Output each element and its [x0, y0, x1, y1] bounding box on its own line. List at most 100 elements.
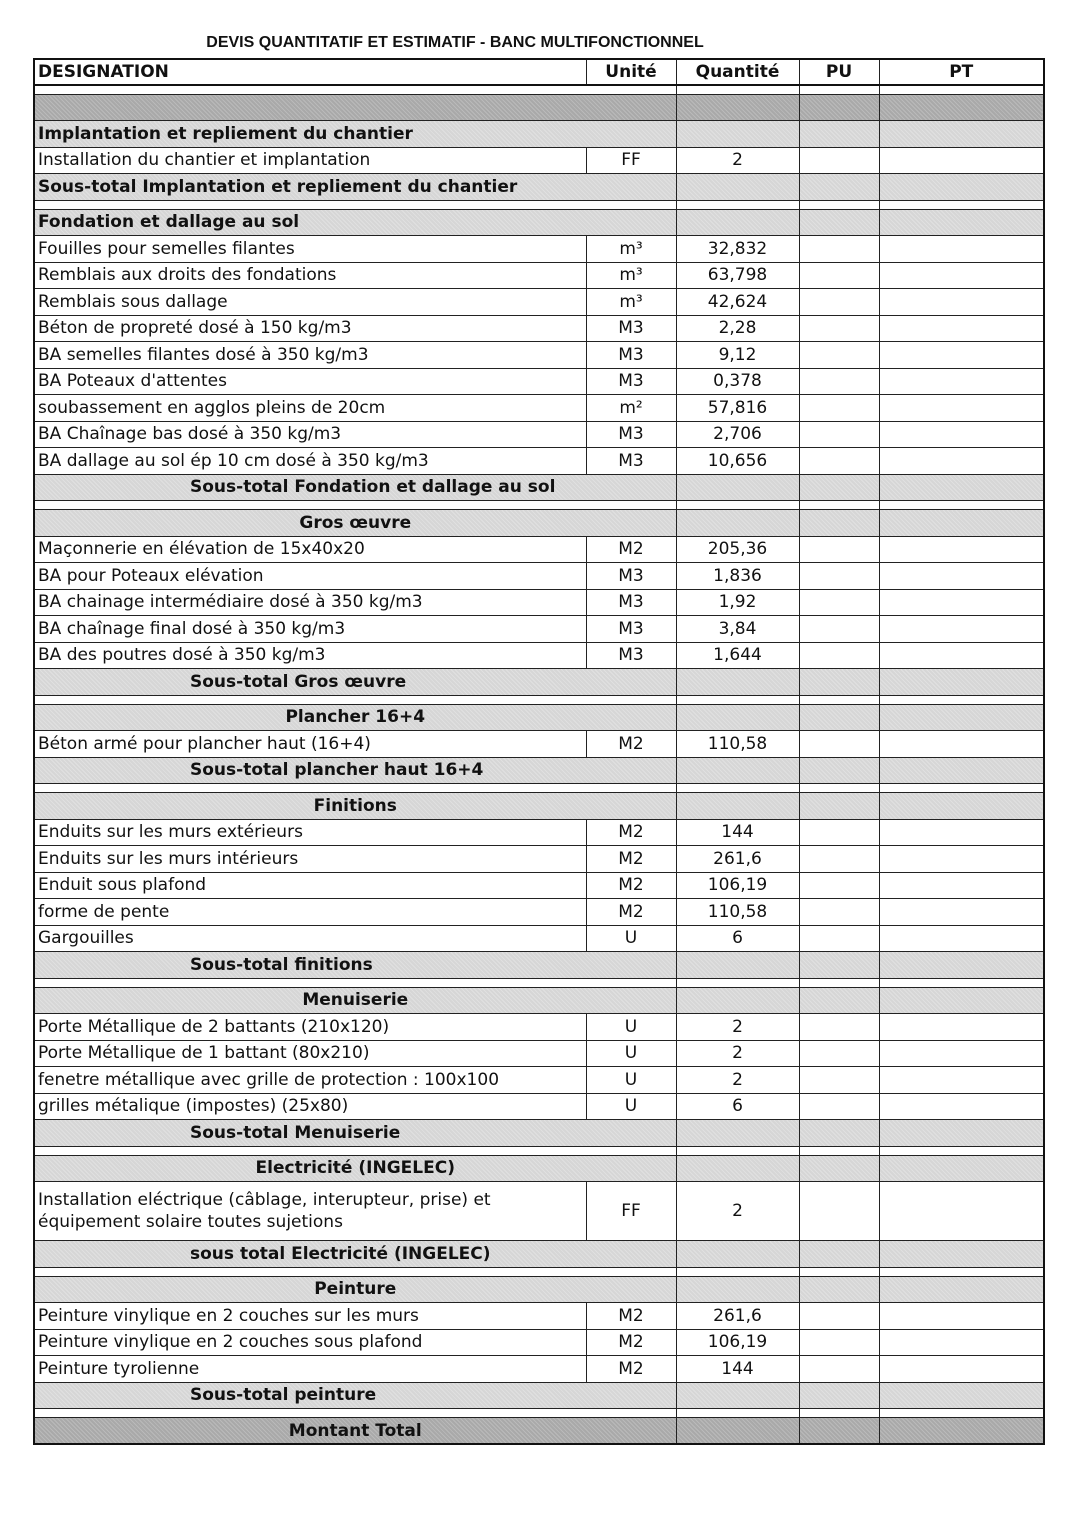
pt-cell [878, 1381, 1045, 1409]
pu-cell [798, 641, 880, 669]
spacer-cell [33, 199, 677, 210]
pt-cell [878, 367, 1045, 395]
pt-cell [878, 730, 1045, 758]
spacer-cell [798, 694, 880, 705]
designation-cell: BA chainage intermédiaire dosé à 350 kg/… [33, 588, 587, 616]
subtotal-label: Sous-total finitions [33, 951, 677, 979]
pt-cell [878, 288, 1045, 316]
pu-cell [798, 1381, 880, 1409]
subtotal-label: Sous-total Menuiserie [33, 1119, 677, 1147]
pu-cell [798, 668, 880, 696]
pt-cell [878, 261, 1045, 289]
section-header-row: Gros œuvre [33, 509, 1045, 537]
spacer-cell [798, 199, 880, 210]
pt-cell [878, 615, 1045, 643]
pt-cell [878, 641, 1045, 669]
pt-cell [878, 314, 1045, 342]
designation-cell: BA pour Poteaux elévation [33, 562, 587, 590]
pt-cell [878, 341, 1045, 369]
pt-cell [878, 120, 1045, 148]
quantity-cell: 2 [675, 1181, 800, 1241]
pt-cell [878, 1154, 1045, 1182]
pu-cell [798, 509, 880, 537]
spacer-cell [798, 1145, 880, 1156]
spacer-row [33, 1408, 1045, 1418]
total-row: Montant Total [33, 1417, 1045, 1445]
quantity-cell: 0,378 [675, 367, 800, 395]
section-label: Peinture [33, 1275, 677, 1303]
section-header-row: Plancher 16+4 [33, 703, 1045, 731]
quantity-cell: 106,19 [675, 1328, 800, 1356]
pu-cell [798, 235, 880, 263]
quantity-cell: 144 [675, 818, 800, 846]
unit-cell: M2 [585, 818, 677, 846]
subtotal-row: Sous-total peinture [33, 1381, 1045, 1409]
table-row: Peinture tyrolienne M2 144 [33, 1355, 1045, 1383]
unit-cell: M3 [585, 615, 677, 643]
designation-cell: Remblais sous dallage [33, 288, 587, 316]
spacer-cell [878, 199, 1045, 210]
quantity-cell: 63,798 [675, 261, 800, 289]
subtotal-row: Sous-total Gros œuvre [33, 668, 1045, 696]
unit-cell: FF [585, 1181, 677, 1241]
table-row: BA pour Poteaux elévation M3 1,836 [33, 562, 1045, 590]
designation-cell: Béton de propreté dosé à 150 kg/m3 [33, 314, 587, 342]
unit-cell: M2 [585, 1355, 677, 1383]
section-label: Electricité (INGELEC) [33, 1154, 677, 1182]
designation-cell: fenetre métallique avec grille de protec… [33, 1066, 587, 1094]
quantity-cell: 110,58 [675, 730, 800, 758]
pt-cell [878, 562, 1045, 590]
pu-cell [798, 986, 880, 1014]
quantity-cell [675, 1154, 800, 1182]
designation-cell: Gargouilles [33, 924, 587, 952]
pt-cell [878, 986, 1045, 1014]
spacer-cell [33, 977, 677, 988]
pu-cell [798, 1039, 880, 1067]
spacer-cell [33, 1145, 677, 1156]
quantity-cell: 1,836 [675, 562, 800, 590]
designation-cell: Maçonnerie en élévation de 15x40x20 [33, 535, 587, 563]
spacer-cell [878, 1408, 1045, 1418]
pu-cell [798, 1066, 880, 1094]
pu-cell [798, 703, 880, 731]
table-row: Enduits sur les murs intérieurs M2 261,6 [33, 845, 1045, 873]
subtotal-label: Sous-total plancher haut 16+4 [33, 756, 677, 784]
table-row: fenetre métallique avec grille de protec… [33, 1066, 1045, 1094]
quantity-cell: 2 [675, 1066, 800, 1094]
section-label: Menuiserie [33, 986, 677, 1014]
pu-cell [798, 1092, 880, 1120]
spacer-cell [33, 783, 677, 793]
pu-cell [798, 756, 880, 784]
spacer-cell [33, 1408, 677, 1418]
pt-cell [878, 588, 1045, 616]
table-row: BA dallage au sol ép 10 cm dosé à 350 kg… [33, 447, 1045, 475]
quantity-cell [675, 120, 800, 148]
pu-cell [798, 288, 880, 316]
dark-label: Montant Total [33, 1417, 677, 1445]
spacer-cell [675, 694, 800, 705]
pt-cell [878, 756, 1045, 784]
table-row: grilles métalique (impostes) (25x80) U 6 [33, 1092, 1045, 1120]
col-pt: PT [878, 58, 1045, 86]
pu-cell [798, 447, 880, 475]
subtotal-label: Sous-total peinture [33, 1381, 677, 1409]
designation-cell: Enduits sur les murs extérieurs [33, 818, 587, 846]
spacer-cell [878, 500, 1045, 510]
table-row: BA chainage intermédiaire dosé à 350 kg/… [33, 588, 1045, 616]
subtotal-row: Sous-total plancher haut 16+4 [33, 756, 1045, 784]
designation-cell: BA semelles filantes dosé à 350 kg/m3 [33, 341, 587, 369]
pt-cell [878, 1013, 1045, 1041]
unit-cell: FF [585, 146, 677, 174]
spacer-row [33, 694, 1045, 705]
pt-cell [878, 1417, 1045, 1445]
section-label: Fondation et dallage au sol [33, 208, 677, 236]
unit-cell: M2 [585, 845, 677, 873]
pt-cell [878, 1181, 1045, 1241]
document-title: DEVIS QUANTITATIF ET ESTIMATIF - BANC MU… [206, 34, 704, 51]
quantity-cell [675, 703, 800, 731]
pu-cell [798, 898, 880, 926]
pt-cell [878, 509, 1045, 537]
designation-cell: Peinture tyrolienne [33, 1355, 587, 1383]
spacer-cell [798, 1266, 880, 1277]
spacer-cell [798, 783, 880, 793]
